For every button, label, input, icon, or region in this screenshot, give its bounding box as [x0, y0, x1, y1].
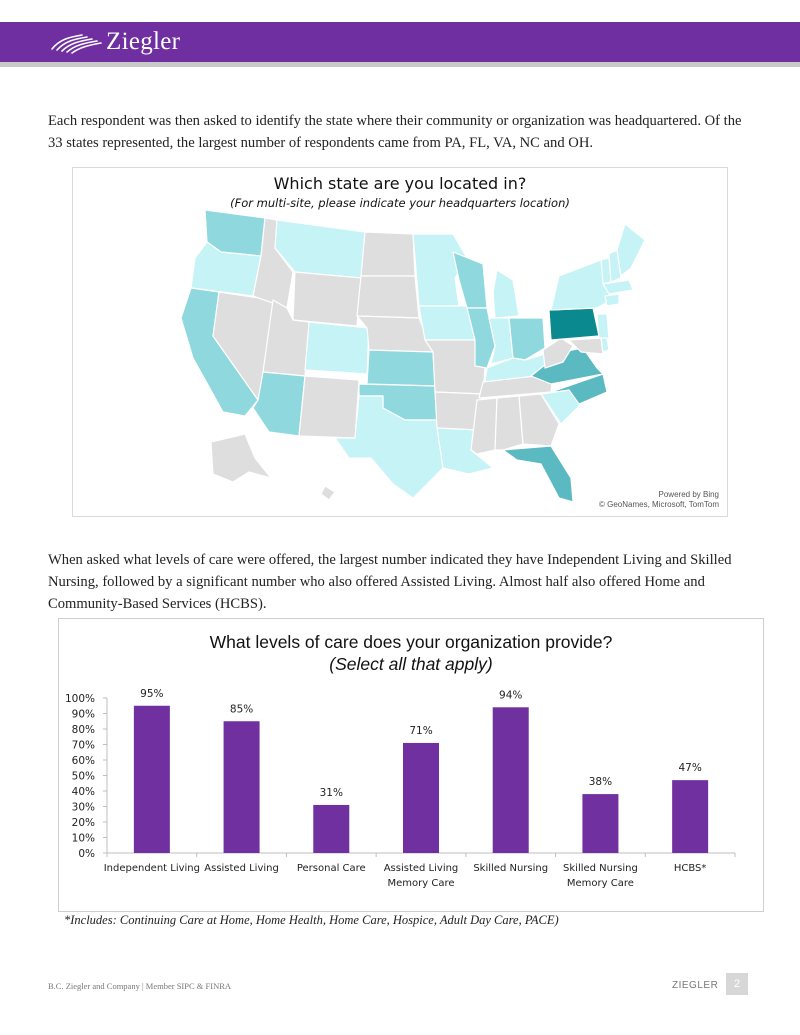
state-ms: [470, 397, 498, 455]
x-category-label: Independent Living: [104, 863, 200, 874]
y-tick-label: 60%: [72, 755, 95, 767]
wave-logo-icon: [51, 34, 102, 54]
x-category-label: Skilled Nursing: [563, 863, 638, 874]
bar-value-label: 94%: [499, 689, 522, 701]
x-category-label: Assisted Living: [204, 863, 279, 874]
state-wy: [292, 271, 362, 327]
bar: [403, 742, 439, 853]
state-ga: [518, 393, 560, 447]
state-nd: [360, 231, 416, 277]
y-tick-label: 20%: [72, 817, 95, 829]
bar: [223, 721, 260, 853]
state-az: [252, 371, 306, 437]
state-ak: [210, 433, 272, 483]
bar-value-label: 71%: [409, 725, 432, 737]
state-map-chart: Which state are you located in? (For mul…: [72, 167, 728, 517]
x-category-label: Memory Care: [567, 878, 634, 889]
chart-footnote: *Includes: Continuing Care at Home, Home…: [64, 913, 559, 927]
y-tick-label: 70%: [72, 740, 95, 752]
state-ct: [604, 293, 620, 307]
bar: [313, 804, 350, 853]
state-in: [488, 317, 514, 365]
care-levels-paragraph: When asked what levels of care were offe…: [48, 552, 732, 612]
page-number: 2: [726, 973, 748, 995]
bar-value-label: 47%: [678, 762, 701, 774]
header-band: [0, 22, 800, 62]
state-ia: [418, 305, 476, 341]
y-tick-label: 10%: [72, 833, 95, 845]
us-map: [180, 209, 646, 503]
state-nm: [298, 375, 360, 439]
state-ks: [366, 349, 436, 387]
bar-value-label: 95%: [140, 688, 163, 700]
state-de: [600, 337, 610, 353]
state-al: [494, 395, 524, 451]
y-tick-label: 100%: [65, 693, 95, 705]
bar: [492, 707, 529, 853]
map-subtitle: (For multi-site, please indicate your he…: [230, 196, 570, 210]
x-category-label: Personal Care: [297, 863, 366, 874]
state-oh: [508, 317, 546, 361]
y-tick-label: 80%: [72, 724, 95, 736]
care-levels-chart: 0% 10% 20% 30% 40% 50% 60% 70% 80% 90% 100% 95% Inde…: [58, 618, 764, 912]
state-tx: [334, 395, 444, 499]
y-tick-label: 90%: [72, 709, 95, 721]
x-category-label: Skilled Nursing: [473, 863, 548, 874]
map-credit-sources: © GeoNames, Microsoft, TomTom: [599, 500, 719, 509]
state-ma: [602, 279, 634, 295]
y-tick-label: 50%: [72, 771, 95, 783]
state-pa: [548, 307, 600, 341]
state-nj: [596, 313, 610, 341]
footer-brand: ZIEGLER: [672, 980, 719, 991]
bar: [133, 705, 170, 853]
state-hi: [320, 485, 336, 501]
map-title: Which state are you located in?: [273, 174, 527, 193]
ziegler-logo: Ziegler: [48, 27, 180, 57]
state-sd: [356, 275, 420, 319]
state-md: [568, 337, 604, 355]
map-credit-bing: Powered by Bing: [658, 490, 719, 499]
state-me: [616, 223, 646, 277]
header-divider: [0, 62, 800, 67]
state-ny: [550, 259, 612, 311]
map-credit: Powered by Bing © GeoNames, Microsoft, T…: [599, 490, 719, 510]
state-mi: [492, 269, 520, 319]
footer-disclosure: B.C. Ziegler and Company | Member SIPC &…: [48, 981, 232, 991]
bar-chart-svg: 0% 10% 20% 30% 40% 50% 60% 70% 80% 90% 100% 95% Inde…: [65, 688, 736, 889]
chart-subtitle: (Select all that apply): [329, 654, 493, 674]
intro-paragraph: Each respondent was then asked to identi…: [48, 113, 742, 151]
x-category-label: Assisted Living: [384, 863, 459, 874]
state-fl: [502, 445, 574, 503]
bar-value-label: 31%: [320, 787, 343, 799]
chart-title: What levels of care does your organizati…: [209, 632, 613, 652]
y-tick-label: 40%: [72, 786, 95, 798]
state-co: [304, 321, 370, 375]
y-tick-label: 0%: [78, 848, 95, 860]
bar-value-label: 38%: [589, 776, 612, 788]
brand-name: Ziegler: [106, 28, 181, 55]
y-tick-label: 30%: [72, 802, 95, 814]
bar-value-label: 85%: [230, 703, 253, 715]
bar: [582, 794, 619, 853]
bar: [672, 780, 709, 853]
x-category-label: HCBS*: [674, 863, 707, 874]
x-category-label: Memory Care: [387, 878, 454, 889]
